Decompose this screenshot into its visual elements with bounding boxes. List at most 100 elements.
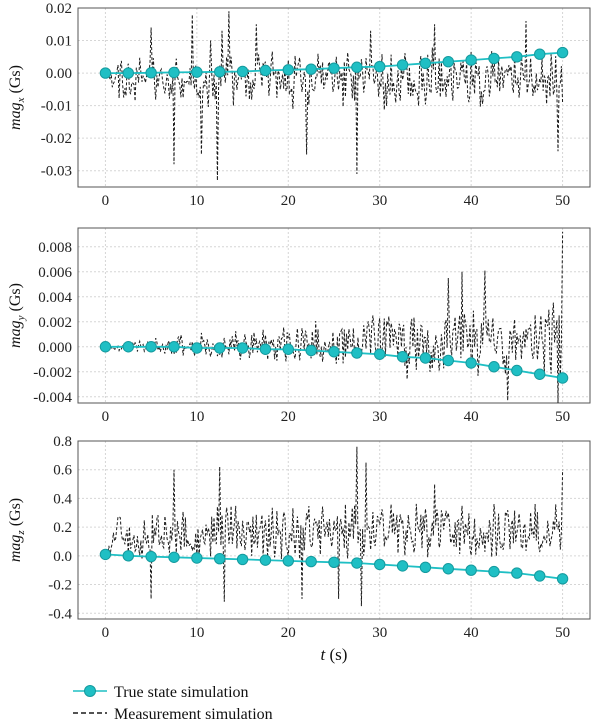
true-state-point [191, 66, 203, 78]
true-state-point [168, 66, 180, 79]
chart-panel-mag-y: 0 10 20 30 40 50 0.008 0.006 0.004 0.002 0.000 -0.0… [7, 227, 591, 425]
true-state-point [259, 343, 272, 355]
y-axis-label: magz (Gs) [7, 498, 27, 562]
true-state-point [396, 351, 409, 363]
true-state-point [305, 555, 317, 568]
true-state-point [214, 553, 226, 565]
true-state-point [534, 48, 546, 60]
measurement-series-line [105, 231, 564, 403]
true-state-point [488, 361, 500, 373]
true-state-point [328, 556, 340, 568]
true-state-point [191, 552, 203, 564]
x-tick-label: 50 [555, 625, 570, 641]
true-state-point [488, 565, 500, 578]
y-tick-label: 0.8 [53, 434, 72, 450]
x-tick-label: 30 [372, 625, 387, 641]
true-state-point [351, 557, 363, 569]
y-axis-label: magx (Gs) [7, 65, 27, 130]
true-state-point [488, 52, 500, 65]
true-state-point [534, 570, 546, 582]
true-state-point [465, 564, 477, 576]
y-tick-label: 0.00 [46, 66, 72, 82]
legend: True state simulation Measurement simula… [73, 684, 273, 723]
y-tick-label: 0.006 [38, 265, 72, 281]
x-tick-label: 40 [464, 193, 479, 209]
true-state-point [145, 341, 157, 353]
y-tick-label: 0.008 [38, 240, 72, 256]
true-state-point [259, 554, 272, 566]
true-state-point [282, 64, 294, 76]
y-tick-label: 0.000 [38, 340, 72, 356]
legend-measurement-label: Measurement simulation [114, 706, 273, 723]
true-state-point [374, 60, 386, 73]
x-tick-label: 10 [189, 193, 204, 209]
true-state-point [145, 67, 157, 79]
true-state-point [236, 342, 249, 354]
true-state-point [442, 56, 454, 68]
true-state-point [191, 342, 203, 354]
y-tick-label: 0.02 [46, 1, 72, 17]
true-state-point [351, 61, 363, 73]
true-state-point [556, 573, 569, 585]
x-tick-label: 20 [281, 409, 296, 425]
true-state-point [282, 555, 294, 567]
plot-frame [77, 7, 591, 188]
true-state-point [374, 348, 386, 360]
true-state-point [511, 567, 523, 579]
x-tick-label: 30 [372, 409, 387, 425]
true-state-point [419, 352, 432, 364]
measurement-series-line [104, 11, 564, 181]
true-state-point [465, 54, 477, 66]
y-tick-label: -0.002 [33, 365, 72, 381]
true-state-point [328, 346, 340, 358]
true-state-point [556, 46, 569, 59]
y-tick-label: 0.01 [46, 34, 72, 50]
y-tick-label: -0.03 [41, 164, 72, 180]
true-state-point [442, 563, 454, 575]
true-state-point [328, 62, 340, 74]
true-state-point [351, 347, 363, 359]
true-state-point [236, 553, 249, 566]
true-state-point [305, 63, 317, 75]
x-tick-label: 20 [281, 625, 296, 641]
y-tick-label: -0.4 [48, 606, 72, 622]
true-state-point [511, 364, 523, 377]
true-state-point [259, 64, 272, 77]
true-state-point [168, 341, 180, 353]
x-tick-label: 10 [189, 625, 204, 641]
true-state-point [556, 372, 569, 384]
y-tick-label: 0.0 [53, 549, 72, 565]
y-tick-label: 0.6 [53, 463, 72, 479]
legend-true-marker [84, 685, 96, 697]
true-state-point [122, 550, 134, 562]
true-state-point [99, 341, 112, 353]
x-tick-label: 20 [281, 193, 296, 209]
true-state-point [396, 560, 409, 572]
chart-panel-mag-x: 0 10 20 30 40 50 0.02 0.01 0.00 -0.01 -0.02 -0.03 ma… [7, 1, 591, 209]
true-state-point [99, 67, 112, 79]
true-state-point [122, 67, 134, 79]
true-state-point [396, 59, 409, 71]
true-state-point [465, 357, 477, 369]
x-tick-label: 0 [102, 193, 110, 209]
chart-panel-mag-z: 0 10 20 30 40 50 0.8 0.6 0.4 0.2 0.0 -0.2 -0.4 magz (… [7, 434, 591, 664]
measurement-series-line [104, 446, 564, 607]
true-state-point [511, 51, 523, 63]
x-tick-label: 40 [464, 625, 479, 641]
y-tick-label: 0.2 [53, 520, 72, 536]
legend-true-label: True state simulation [114, 684, 249, 701]
y-tick-label: 0.004 [38, 290, 72, 306]
x-axis-label: t (s) [321, 645, 348, 664]
true-state-point [214, 66, 226, 78]
true-state-point [374, 558, 386, 571]
y-axis-label: magy (Gs) [7, 283, 27, 348]
true-state-point [305, 344, 317, 357]
y-tick-label: -0.004 [33, 390, 72, 406]
x-tick-label: 50 [555, 409, 570, 425]
y-tick-label: -0.02 [41, 131, 72, 147]
x-tick-label: 30 [372, 193, 387, 209]
true-state-point [534, 368, 546, 380]
true-state-point [99, 548, 112, 561]
true-state-point [282, 343, 294, 355]
